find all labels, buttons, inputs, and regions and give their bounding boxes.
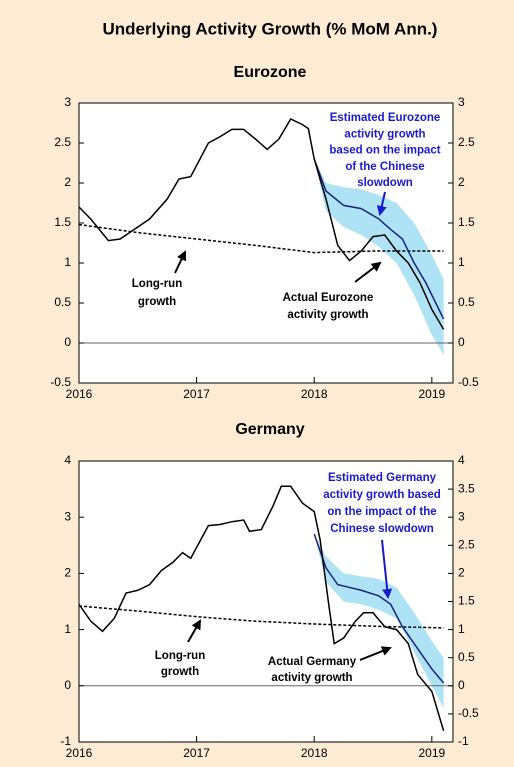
- y-tick-label: 2.5: [54, 135, 71, 149]
- series-line: [313, 158, 445, 320]
- plot: [79, 118, 453, 355]
- annotation: based on the impact: [329, 145, 440, 157]
- annotation: Actual Germany: [268, 656, 357, 668]
- annotation: growth: [161, 666, 199, 678]
- y-tick-label: 2: [64, 566, 71, 580]
- plot: [79, 485, 453, 731]
- y-tick-label: 3: [64, 95, 71, 109]
- annotation-arrow: [381, 539, 393, 599]
- y2-tick-label: 0: [458, 678, 465, 692]
- x-tick-label: 2019: [418, 746, 445, 760]
- y-tick-label: 0: [64, 335, 71, 349]
- y2-tick-label: 3: [458, 509, 465, 523]
- y2-tick-label: 4: [458, 453, 465, 467]
- annotation: activity growth: [271, 672, 352, 684]
- y2-tick-label: 2: [458, 566, 465, 580]
- y-tick-label: 1: [64, 255, 71, 269]
- uncertainty-band: [314, 534, 444, 709]
- y-tick-label: 0.5: [54, 295, 71, 309]
- y2-tick-label: 2.5: [458, 537, 475, 551]
- uncertainty-band: [314, 159, 444, 355]
- y2-tick-label: 0: [458, 335, 465, 349]
- y-tick-label: 3: [64, 509, 71, 523]
- long-run-line: [79, 223, 444, 254]
- annotation: Long-run: [132, 278, 182, 290]
- chart-title: Germany: [235, 421, 304, 438]
- y2-tick-label: 3.5: [458, 481, 475, 495]
- annotation: Estimated Eurozone: [330, 112, 441, 124]
- plot-frame: [78, 102, 454, 384]
- y-tick-label: 0: [64, 678, 71, 692]
- y-tick-label: 4: [64, 453, 71, 467]
- annotation: activity growth: [344, 128, 425, 140]
- annotation-arrow: [174, 250, 187, 274]
- y-tick-label: 2: [64, 175, 71, 189]
- annotation-arrow: [187, 619, 201, 643]
- annotation: activity growth: [287, 309, 368, 321]
- y2-tick-label: 1.5: [458, 215, 475, 229]
- x-tick-label: 2017: [183, 746, 210, 760]
- chart-title: Eurozone: [234, 64, 307, 81]
- y2-tick-label: 0.5: [458, 650, 475, 664]
- long-run-line: [79, 605, 444, 629]
- annotation: of the Chinese: [345, 161, 424, 173]
- annotation-arrow: [359, 646, 392, 661]
- x-tick-label: 2018: [301, 387, 328, 401]
- annotation: Estimated Germany: [328, 472, 437, 484]
- y2-tick-label: 1: [458, 255, 465, 269]
- y2-tick-label: 3: [458, 95, 465, 109]
- y-tick-label: 1: [64, 622, 71, 636]
- y2-tick-label: -1: [458, 734, 469, 748]
- annotation: growth: [138, 296, 176, 308]
- x-tick-label: 2016: [66, 746, 93, 760]
- x-tick-label: 2018: [301, 746, 328, 760]
- annotation: activity growth based: [323, 489, 441, 501]
- x-tick-label: 2017: [183, 387, 210, 401]
- annotation: slowdown: [357, 177, 413, 189]
- y2-tick-label: 2: [458, 175, 465, 189]
- y2-tick-label: -0.5: [458, 375, 479, 389]
- y-tick-label: 1.5: [54, 215, 71, 229]
- series-line: [79, 118, 445, 330]
- annotation: Chinese slowdown: [330, 523, 434, 535]
- annotation-arrow: [354, 261, 382, 283]
- page-title: Underlying Activity Growth (% MoM Ann.): [103, 19, 438, 38]
- y-tick-label: -0.5: [50, 375, 71, 389]
- annotation: Actual Eurozone: [283, 292, 374, 304]
- annotation-arrow: [376, 191, 387, 216]
- y2-tick-label: 1: [458, 622, 465, 636]
- series-line: [313, 533, 445, 684]
- y2-tick-label: 2.5: [458, 135, 475, 149]
- y2-tick-label: 0.5: [458, 295, 475, 309]
- y-tick-label: -1: [60, 734, 71, 748]
- y2-tick-label: 1.5: [458, 594, 475, 608]
- y2-tick-label: -0.5: [458, 706, 479, 720]
- annotation: on the impact of the: [327, 506, 436, 518]
- annotation: Long-run: [155, 650, 205, 662]
- series-line: [79, 485, 445, 731]
- x-tick-label: 2019: [418, 387, 445, 401]
- x-tick-label: 2016: [66, 387, 93, 401]
